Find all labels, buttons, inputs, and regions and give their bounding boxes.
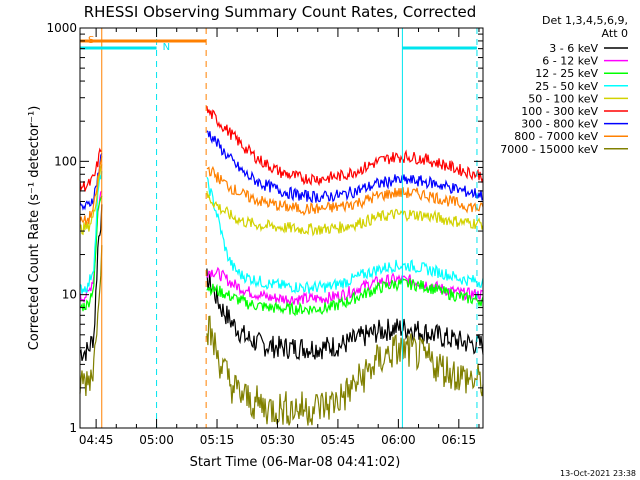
legend-label-3-6-kev: 3 - 6 keV <box>549 42 598 55</box>
chart-title: RHESSI Observing Summary Count Rates, Co… <box>84 3 477 21</box>
series-line-7000-15000-kev <box>79 245 103 397</box>
series-line-800-7000-kev <box>206 165 484 217</box>
y-tick-label: 100 <box>54 154 77 168</box>
series-line-800-7000-kev <box>79 156 103 225</box>
x-axis: 04:45 05:00 05:15 05:30 05:45 06:00 06:15 <box>79 28 480 447</box>
y-tick-label: 1000 <box>46 21 77 35</box>
legend-label-100-300-kev: 100 - 300 keV <box>521 105 598 118</box>
series-line-50-100-kev <box>79 164 103 236</box>
x-tick-label: 05:00 <box>139 433 174 447</box>
timestamp: 13-Oct-2021 23:38 <box>560 469 636 478</box>
series-line-300-800-kev <box>206 130 484 204</box>
series-line-25-50-kev <box>206 176 484 295</box>
series-line-50-100-kev <box>206 191 484 237</box>
x-axis-label: Start Time (06-Mar-08 04:41:02) <box>190 455 401 470</box>
legend-header-line-2: Att 0 <box>602 27 628 40</box>
legend-label-6-12-kev: 6 - 12 keV <box>542 55 598 68</box>
series-line-12-25-kev <box>206 277 484 317</box>
legend-label-12-25-kev: 12 - 25 keV <box>535 67 598 80</box>
plot-frame <box>79 27 484 429</box>
night-bar-label: N <box>163 42 170 53</box>
series-line-6-12-kev <box>206 266 484 306</box>
series-line-12-25-kev <box>79 195 103 312</box>
legend-label-800-7000-kev: 800 - 7000 keV <box>514 130 598 143</box>
legend-label-50-100-kev: 50 - 100 keV <box>528 92 598 105</box>
x-tick-label: 05:15 <box>200 433 235 447</box>
plot-area <box>79 106 484 426</box>
series-line-3-6-kev <box>79 204 103 361</box>
x-tick-label: 06:00 <box>381 433 416 447</box>
legend-label-300-800-kev: 300 - 800 keV <box>521 118 598 131</box>
legend-label-7000-15000-kev: 7000 - 15000 keV <box>500 143 598 156</box>
x-tick-label: 06:15 <box>442 433 477 447</box>
x-tick-label: 04:45 <box>79 433 114 447</box>
x-tick-label: 05:45 <box>321 433 356 447</box>
y-tick-label: 10 <box>62 288 77 302</box>
saa-bar-label: S <box>88 35 94 46</box>
legend-header-line-1: Det 1,3,4,5,6,9, <box>542 14 628 27</box>
series-line-300-800-kev <box>79 153 103 211</box>
y-axis: 1 10 100 1000 <box>46 21 483 435</box>
series-line-7000-15000-kev <box>206 315 484 426</box>
series-line-3-6-kev <box>206 268 484 361</box>
series-line-100-300-kev <box>206 106 484 187</box>
legend-label-25-50-kev: 25 - 50 keV <box>535 80 598 93</box>
y-axis-label: Corrected Count Rate (s⁻¹ detector⁻¹) <box>27 106 42 351</box>
series-line-25-50-kev <box>79 170 103 294</box>
y-tick-label: 1 <box>69 421 77 435</box>
x-tick-label: 05:30 <box>260 433 295 447</box>
series-line-100-300-kev <box>79 147 103 192</box>
